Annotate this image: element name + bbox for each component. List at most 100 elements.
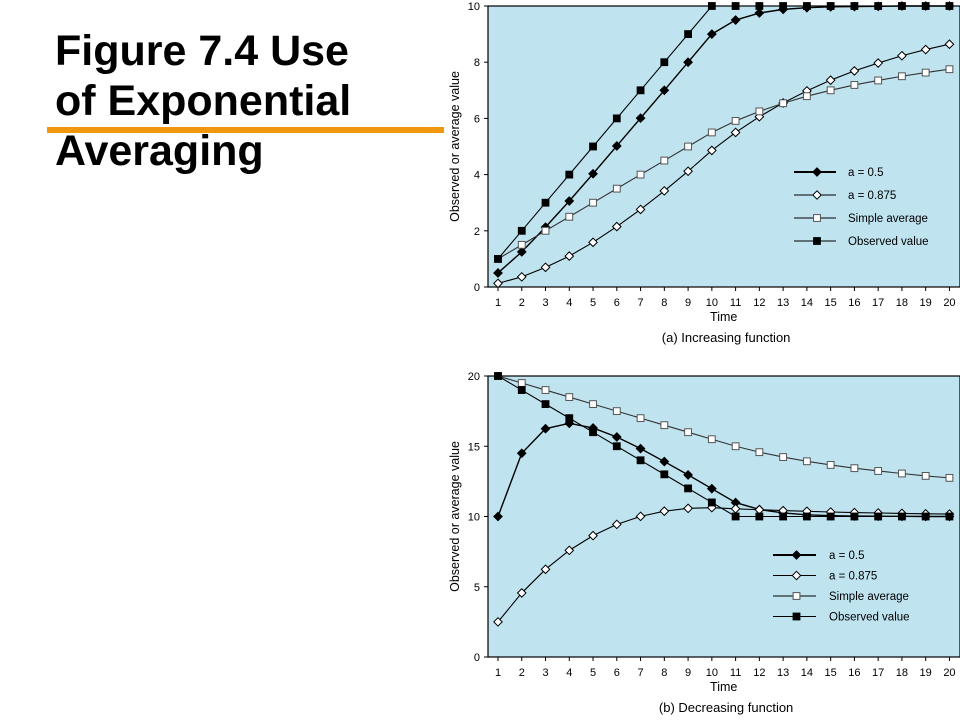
legend-item-simple-average: Simple average bbox=[794, 213, 928, 225]
data-point bbox=[731, 512, 740, 521]
data-point bbox=[612, 407, 621, 416]
data-point bbox=[660, 58, 669, 67]
series-line bbox=[497, 43, 950, 284]
data-point bbox=[493, 511, 503, 522]
data-point bbox=[636, 170, 645, 179]
x-tick-label: 14 bbox=[801, 297, 813, 309]
y-tick-label: 0 bbox=[474, 652, 480, 664]
y-tick-label: 0 bbox=[474, 282, 480, 294]
x-tick-label: 17 bbox=[872, 667, 884, 679]
x-tick-label: 16 bbox=[848, 667, 860, 679]
title-line-1: Figure 7.4 Use bbox=[55, 27, 349, 75]
y-tick-label: 20 bbox=[468, 371, 480, 383]
x-tick-label: 18 bbox=[896, 667, 908, 679]
data-point bbox=[683, 57, 693, 68]
x-tick-label: 9 bbox=[685, 667, 691, 679]
data-point bbox=[636, 86, 645, 95]
data-point bbox=[755, 107, 764, 116]
data-point bbox=[779, 512, 788, 521]
data-point bbox=[493, 616, 503, 627]
data-point bbox=[660, 421, 669, 430]
data-point bbox=[826, 512, 835, 521]
series-line bbox=[497, 5, 950, 260]
legend-item-a-0-875: a = 0.875 bbox=[773, 571, 877, 583]
chart-caption: (a) Increasing function bbox=[662, 330, 791, 345]
y-tick-label: 5 bbox=[474, 582, 480, 594]
x-tick-label: 10 bbox=[706, 667, 718, 679]
data-point bbox=[541, 400, 550, 409]
data-point bbox=[611, 432, 622, 442]
data-point bbox=[588, 530, 598, 541]
y-tick-label: 6 bbox=[474, 113, 480, 125]
data-point bbox=[755, 2, 764, 10]
data-point bbox=[660, 470, 669, 479]
data-point bbox=[921, 2, 930, 10]
data-point bbox=[706, 29, 717, 40]
data-point bbox=[874, 512, 883, 521]
y-tick-label: 15 bbox=[468, 441, 480, 453]
data-point bbox=[825, 75, 836, 86]
x-tick-label: 5 bbox=[590, 667, 596, 679]
legend: a = 0.5 a = 0.875 Simple average Observed v… bbox=[773, 550, 910, 624]
legend-marker bbox=[812, 167, 822, 177]
x-tick-label: 4 bbox=[566, 297, 572, 309]
x-tick-label: 11 bbox=[730, 667, 741, 679]
legend: a = 0.5 a = 0.875 Simple average Observed v… bbox=[794, 167, 929, 248]
data-point bbox=[730, 15, 741, 25]
data-point bbox=[802, 512, 811, 521]
x-tick-label: 20 bbox=[943, 667, 955, 679]
chart-caption: (b) Decreasing function bbox=[659, 700, 793, 715]
data-point bbox=[850, 81, 859, 89]
series-line bbox=[497, 68, 950, 260]
data-point bbox=[779, 2, 788, 10]
y-tick-label: 2 bbox=[474, 226, 480, 238]
data-point bbox=[802, 457, 811, 466]
data-point bbox=[611, 221, 622, 232]
title-line-3: Averaging bbox=[55, 127, 264, 175]
x-tick-label: 12 bbox=[753, 297, 765, 309]
legend-item-a-0-5: a = 0.5 bbox=[773, 550, 865, 562]
x-tick-label: 19 bbox=[920, 297, 932, 309]
x-tick-label: 3 bbox=[542, 297, 548, 309]
x-axis: 1 2 3 4 5 6 7 8 9 10 11 12 13 14 15 16 17 18 19 20 bbox=[495, 287, 956, 309]
data-point bbox=[517, 379, 526, 387]
data-point bbox=[684, 428, 692, 437]
data-point bbox=[683, 470, 693, 480]
x-tick-label: 2 bbox=[519, 667, 525, 679]
data-point bbox=[659, 85, 670, 96]
data-point bbox=[588, 168, 598, 179]
data-point bbox=[707, 2, 716, 10]
data-point bbox=[755, 448, 764, 457]
data-point bbox=[493, 278, 503, 289]
y-axis-label: Observed or average value bbox=[448, 441, 462, 592]
data-point bbox=[945, 512, 954, 521]
series-simple-average bbox=[494, 372, 954, 482]
x-tick-label: 8 bbox=[661, 667, 667, 679]
legend-marker bbox=[792, 612, 801, 621]
data-point bbox=[897, 50, 907, 61]
data-point bbox=[494, 255, 502, 263]
x-tick-label: 13 bbox=[777, 297, 789, 309]
data-point bbox=[898, 512, 906, 521]
data-point bbox=[611, 141, 622, 151]
data-point bbox=[612, 442, 621, 451]
x-tick-label: 18 bbox=[896, 297, 908, 309]
data-point bbox=[588, 237, 598, 248]
data-point bbox=[898, 469, 906, 478]
x-axis: 1 2 3 4 5 6 7 8 9 10 11 12 13 14 15 16 17 18 19 20 bbox=[495, 657, 956, 679]
data-point bbox=[921, 471, 930, 480]
data-point bbox=[659, 456, 670, 467]
data-point bbox=[945, 473, 954, 482]
data-point bbox=[635, 113, 646, 124]
x-tick-label: 15 bbox=[825, 297, 837, 309]
data-point bbox=[565, 414, 574, 423]
data-point bbox=[920, 44, 931, 55]
y-axis: 0 2 4 6 8 10 bbox=[468, 1, 488, 294]
series-line bbox=[497, 375, 950, 479]
data-point bbox=[659, 185, 670, 196]
data-point bbox=[873, 58, 884, 68]
x-tick-label: 7 bbox=[637, 297, 643, 309]
data-point bbox=[779, 99, 788, 108]
series-simple-average bbox=[494, 65, 954, 263]
